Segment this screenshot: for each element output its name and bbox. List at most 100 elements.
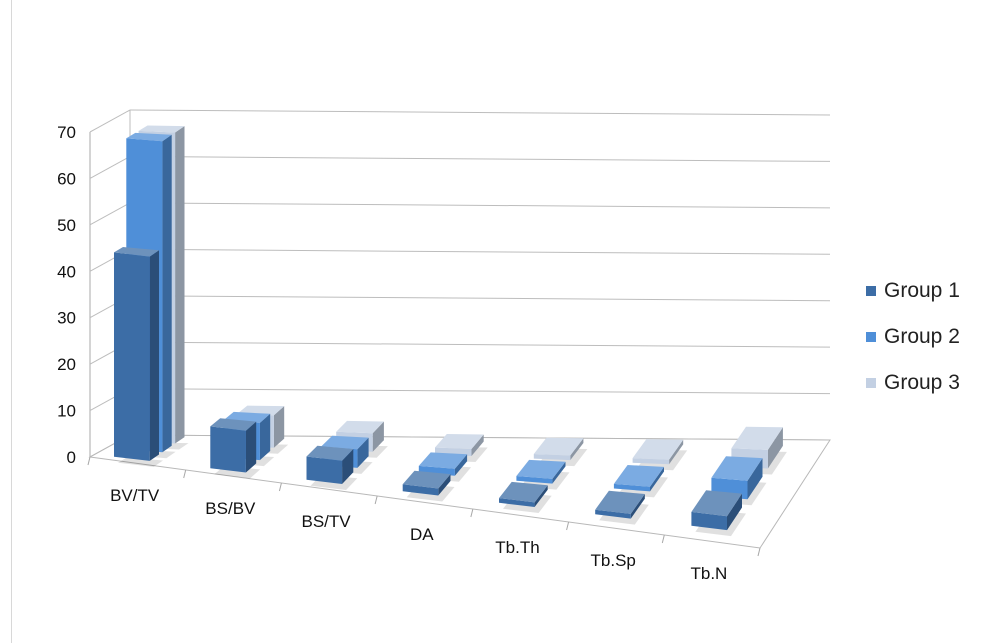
x-tick-label: Tb.Sp	[591, 551, 636, 570]
bar-group-1-bv-tv	[114, 247, 163, 467]
legend-label-group-2: Group 2	[884, 325, 960, 348]
gridline	[129, 388, 831, 395]
bar-group-2-tb-sp	[613, 465, 668, 498]
bar-front	[595, 509, 631, 519]
bar-top	[126, 132, 172, 142]
bar-front	[114, 252, 150, 461]
gridline	[129, 341, 831, 348]
bar-side	[727, 493, 742, 531]
legend-label-group-1: Group 1	[884, 279, 960, 302]
bar-side	[454, 454, 468, 476]
bar-front	[499, 498, 535, 507]
bar-side	[471, 434, 484, 456]
side-gridline	[89, 109, 131, 133]
legend-item-group-1: Group 1	[866, 268, 960, 314]
bar-top	[402, 470, 451, 489]
y-tick-label: 30	[57, 309, 76, 328]
y-tick-label: 10	[57, 402, 76, 421]
gridline	[129, 109, 831, 116]
legend-item-group-2: Group 2	[866, 314, 960, 360]
legend-swatch-group-2	[866, 332, 876, 342]
bar-side	[372, 421, 384, 452]
bar-group-1-tb-th	[499, 481, 552, 513]
x-tick-label: BS/TV	[302, 512, 352, 531]
bar-side	[162, 134, 172, 453]
bar-side	[273, 406, 285, 448]
y-tick-label: 50	[57, 216, 76, 235]
x-tick-label: BV/TV	[110, 486, 160, 505]
x-tick-mark	[374, 495, 378, 505]
bar-top	[336, 420, 384, 434]
x-tick-mark	[661, 534, 665, 544]
bar-side	[175, 126, 185, 444]
bar-group-1-tb-n	[691, 490, 746, 537]
bar-group-2-tb-th	[516, 459, 570, 490]
bar-front	[516, 476, 553, 484]
bar-group-1-bs-tv	[306, 445, 358, 490]
bar-front	[210, 426, 246, 473]
y-tick-label: 40	[57, 262, 76, 281]
x-tick-mark	[757, 547, 761, 557]
x-axis-ticks: BV/TV BS/BV BS/TV DA Tb.Th Tb.Sp Tb.N	[87, 456, 761, 583]
legend-label-group-3: Group 3	[884, 371, 960, 394]
bar-side	[438, 474, 451, 496]
legend-swatch-group-1	[866, 286, 876, 296]
gridlines	[89, 109, 831, 458]
bar-shadow	[118, 457, 163, 467]
bar-group-1-bs-bv	[210, 418, 261, 479]
bar-top	[114, 247, 159, 257]
y-tick-label: 60	[57, 169, 76, 188]
left-border	[11, 0, 12, 643]
x-tick-mark	[566, 521, 570, 531]
x-tick-mark	[278, 482, 282, 492]
bar-top	[711, 456, 763, 481]
x-tick-mark	[470, 508, 474, 518]
x-tick-mark	[183, 469, 187, 479]
x-tick-label: Tb.Th	[495, 538, 539, 557]
y-tick-label: 20	[57, 355, 76, 374]
bar-front	[691, 511, 727, 531]
bar-top	[210, 418, 257, 431]
bar-front	[402, 484, 439, 496]
bar-front	[306, 456, 343, 484]
bar-side	[767, 427, 783, 469]
bar-top	[731, 426, 783, 450]
bar-front	[533, 454, 571, 461]
bar-side	[342, 449, 354, 484]
bar-side	[149, 250, 159, 461]
bar-side	[552, 461, 566, 484]
y-tick-label: 70	[57, 123, 76, 142]
bar-side	[245, 421, 257, 473]
bar-side	[570, 438, 584, 461]
bar-top	[306, 445, 354, 461]
gridline	[129, 295, 831, 302]
bar-side	[650, 466, 664, 492]
bar-top	[435, 434, 484, 449]
legend-swatch-group-3	[866, 378, 876, 388]
bar-top	[321, 435, 369, 450]
bar-top	[632, 439, 684, 460]
bar-side	[357, 437, 369, 468]
bar-group-1-da	[402, 470, 455, 502]
bar-group-3-tb-sp	[632, 439, 688, 471]
bars	[114, 125, 787, 537]
bar-side	[534, 485, 548, 507]
gridline	[129, 155, 831, 162]
bar-top	[533, 437, 584, 456]
side-gridline	[89, 202, 131, 226]
bar-top	[499, 481, 548, 503]
bar-top	[516, 459, 566, 479]
side-gridline	[89, 155, 131, 179]
x-tick-label: BS/BV	[205, 499, 256, 518]
bar-side	[259, 413, 271, 461]
bar-top	[138, 125, 185, 133]
bar-top	[691, 490, 742, 517]
legend: Group 1 Group 2 Group 3	[866, 268, 960, 406]
bar-front	[632, 458, 670, 465]
x-tick-label: Tb.N	[691, 564, 728, 583]
y-tick-label: 0	[67, 448, 76, 467]
gridline	[129, 248, 831, 255]
bar-front	[613, 483, 650, 492]
x-tick-mark	[87, 456, 91, 466]
